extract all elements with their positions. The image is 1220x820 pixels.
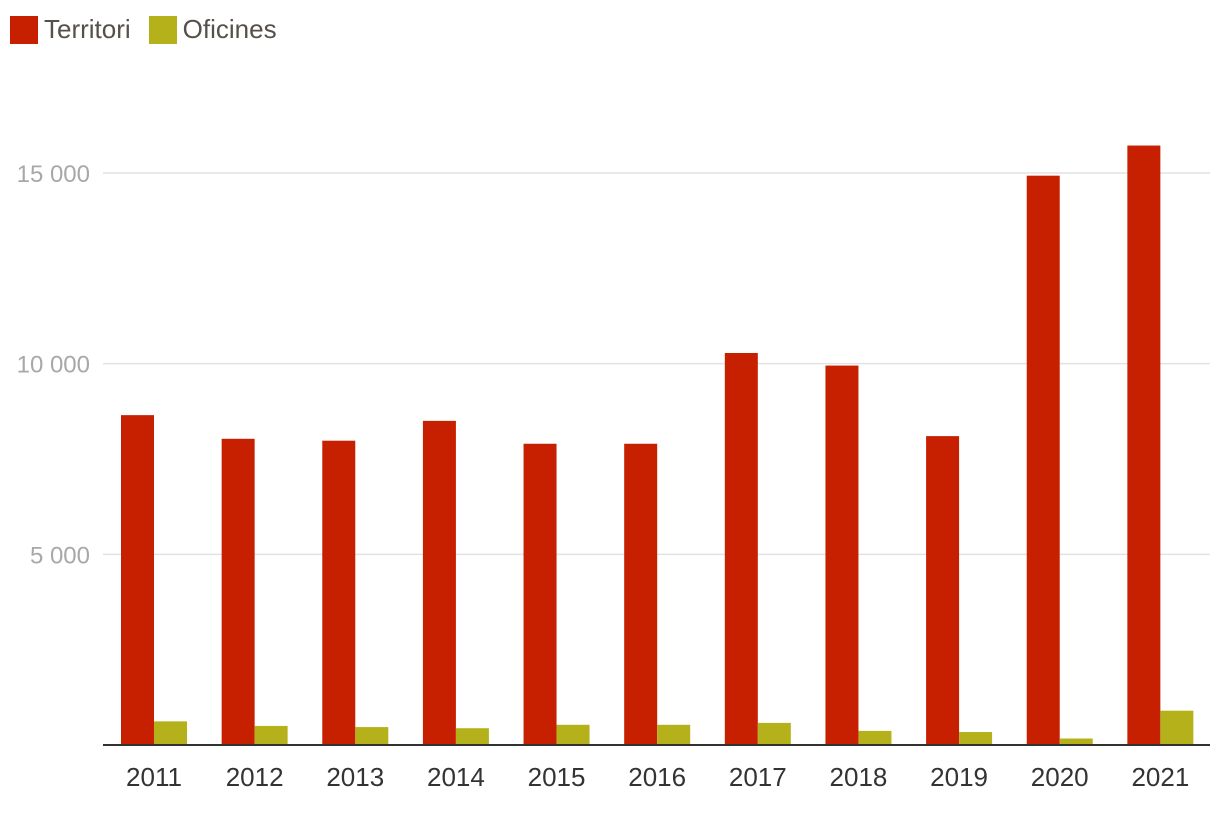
legend-item-territori[interactable]: Territori [10, 14, 131, 45]
bar-territori-2017[interactable] [724, 352, 758, 745]
bar-territori-2013[interactable] [322, 440, 356, 745]
y-tick-label-10000: 10 000 [17, 352, 90, 379]
bar-territori-2018[interactable] [825, 365, 859, 745]
bar-territori-2015[interactable] [523, 443, 557, 745]
legend: Territori Oficines [10, 14, 295, 45]
bar-oficines-2011[interactable] [154, 721, 187, 745]
legend-item-oficines[interactable]: Oficines [148, 14, 277, 45]
bar-oficines-2015[interactable] [556, 724, 590, 745]
legend-label-territori: Territori [44, 14, 131, 44]
x-tick-label-2019: 2019 [930, 762, 988, 792]
bar-oficines-2016[interactable] [657, 724, 691, 745]
x-tick-label-2017: 2017 [729, 762, 787, 792]
axis-layer: 5 000 10 000 15 000 2011 2012 2013 2014 2015 201… [17, 161, 1210, 792]
x-tick-label-2015: 2015 [528, 762, 586, 792]
bar-oficines-2019[interactable] [959, 732, 993, 745]
legend-swatch-oficines [148, 15, 177, 44]
bar-oficines-2018[interactable] [858, 730, 892, 745]
bar-oficines-2013[interactable] [355, 727, 389, 745]
bar-oficines-2017[interactable] [757, 722, 791, 745]
bars-layer [121, 145, 1194, 746]
y-tick-label-15000: 15 000 [17, 161, 90, 188]
bar-territori-2019[interactable] [926, 436, 960, 745]
x-tick-label-2013: 2013 [326, 762, 384, 792]
bar-oficines-2012[interactable] [254, 725, 288, 745]
bar-territori-2012[interactable] [221, 438, 255, 745]
bar-territori-2021[interactable] [1127, 145, 1161, 745]
bar-territori-2020[interactable] [1026, 175, 1060, 746]
x-tick-label-2012: 2012 [226, 762, 284, 792]
bar-territori-2014[interactable] [422, 420, 456, 745]
bar-oficines-2014[interactable] [455, 728, 489, 745]
x-tick-label-2020: 2020 [1031, 762, 1089, 792]
x-tick-label-2016: 2016 [628, 762, 686, 792]
bar-oficines-2021[interactable] [1160, 710, 1194, 745]
bar-territori-2016[interactable] [624, 443, 658, 745]
x-tick-label-2011: 2011 [126, 762, 182, 792]
x-tick-label-2018: 2018 [830, 762, 888, 792]
y-tick-label-5000: 5 000 [30, 542, 90, 569]
legend-swatch-territori [10, 15, 38, 44]
bar-oficines-2020[interactable] [1059, 738, 1093, 745]
bar-territori-2011[interactable] [121, 415, 154, 745]
x-tick-label-2014: 2014 [427, 762, 485, 792]
x-tick-label-2021: 2021 [1131, 762, 1189, 792]
legend-label-oficines: Oficines [182, 14, 277, 44]
